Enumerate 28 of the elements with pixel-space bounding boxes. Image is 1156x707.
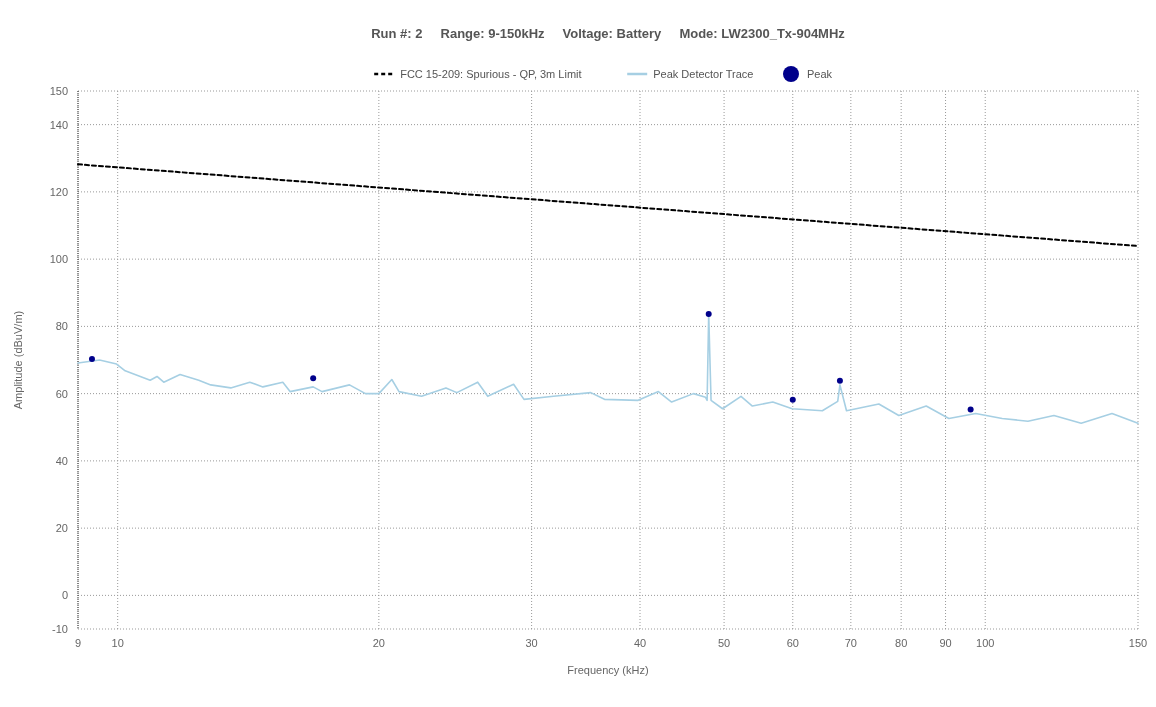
- x-tick-label: 9: [74, 637, 82, 649]
- x-tick-label: 90: [939, 637, 952, 649]
- x-tick-label: 20: [372, 637, 385, 649]
- y-tick-label: 80: [55, 320, 68, 333]
- x-tick-label: 80: [895, 637, 908, 649]
- y-tick-label: 20: [55, 522, 68, 535]
- y-tick-label: 40: [55, 454, 68, 467]
- x-tick-label: 50: [717, 637, 731, 649]
- x-tick-label: 150: [1128, 637, 1148, 649]
- x-tick-label: 70: [844, 637, 857, 649]
- x-tick-label: 100: [976, 637, 995, 649]
- x-tick-label: 30: [525, 637, 538, 649]
- y-tick-label: 150: [49, 85, 68, 97]
- y-tick-label: 140: [49, 118, 68, 131]
- x-tick-label: 10: [111, 637, 124, 649]
- legend-label: Peak: [807, 68, 833, 80]
- x-axis-title: Frequency (kHz): [567, 664, 649, 676]
- legend-label: FCC 15-209: Spurious - QP, 3m Limit: [400, 68, 582, 80]
- y-axis-title: Amplitude (dBuV/m): [12, 310, 24, 410]
- x-tick-label: 40: [633, 637, 647, 649]
- y-tick-label: 0: [61, 589, 68, 602]
- y-tick-label: -10: [52, 623, 68, 635]
- y-tick-label: 60: [55, 387, 68, 400]
- y-tick-label: 100: [49, 253, 68, 266]
- chart-title: Run #: 2 Range: 9-150kHz Voltage: Battery Mode: LW2300_Tx-904MHz: [371, 26, 846, 41]
- y-tick-label: 120: [49, 185, 68, 198]
- x-tick-label: 60: [786, 637, 799, 649]
- legend-label: Peak Detector Trace: [653, 68, 754, 80]
